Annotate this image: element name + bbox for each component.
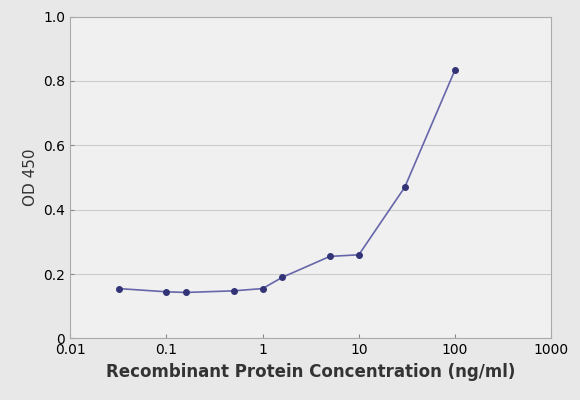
X-axis label: Recombinant Protein Concentration (ng/ml): Recombinant Protein Concentration (ng/ml… xyxy=(106,363,516,381)
Y-axis label: OD 450: OD 450 xyxy=(23,149,38,206)
